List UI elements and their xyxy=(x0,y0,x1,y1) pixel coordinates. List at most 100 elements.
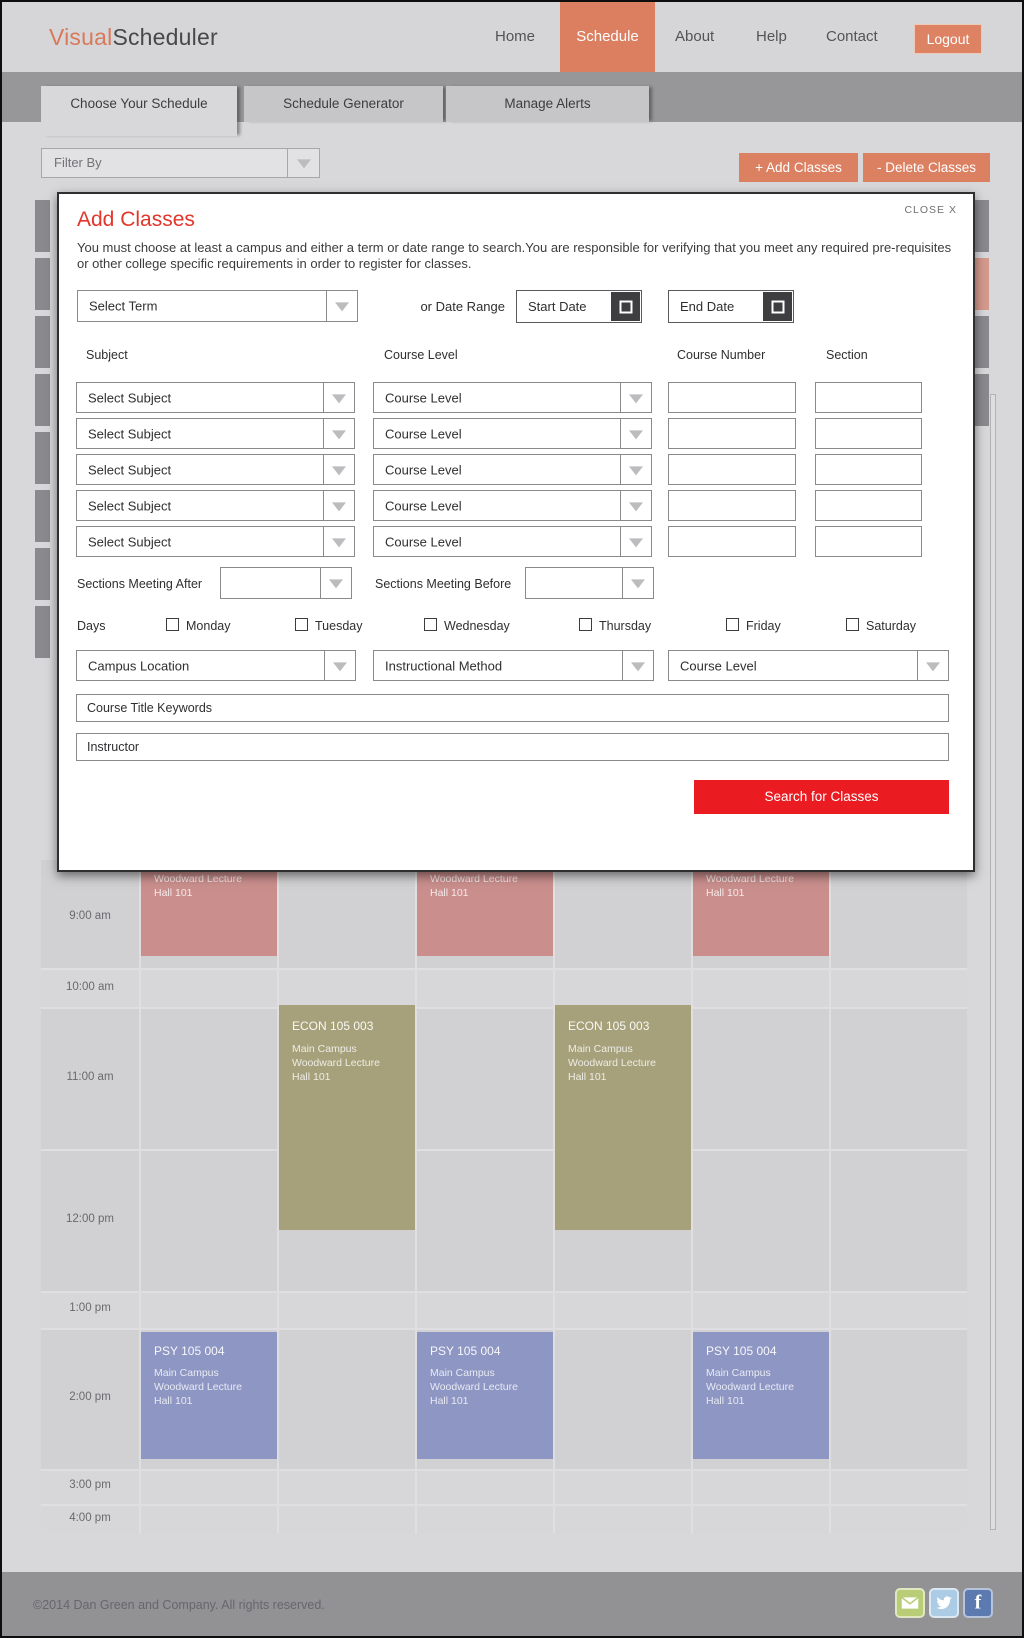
course-number-input-4[interactable] xyxy=(668,490,796,521)
event-title: ECON 105 003 xyxy=(292,1019,374,1033)
close-button[interactable]: CLOSE X xyxy=(904,204,957,216)
course-level-select-5[interactable]: Course Level xyxy=(373,526,652,557)
course-level-select-4[interactable]: Course Level xyxy=(373,490,652,521)
nav-item-help[interactable]: Help xyxy=(756,28,787,45)
background-row-edge-selected xyxy=(975,258,989,310)
checkbox-friday[interactable] xyxy=(726,618,739,631)
nav-item-schedule[interactable]: Schedule xyxy=(560,2,655,72)
course-number-input-1[interactable] xyxy=(668,382,796,413)
event-block-econ-tuesday[interactable]: ECON 105 003 Main Campus Woodward Lectur… xyxy=(279,1005,415,1230)
event-room: Hall 101 xyxy=(706,1395,745,1407)
search-for-classes-button[interactable]: Search for Classes xyxy=(694,780,949,814)
meeting-before-select[interactable] xyxy=(525,567,654,599)
course-level-filter-select[interactable]: Course Level xyxy=(668,650,949,681)
nav-item-home[interactable]: Home xyxy=(495,28,536,45)
course-level-select-1[interactable]: Course Level xyxy=(373,382,652,413)
time-label: 2:00 pm xyxy=(69,1391,111,1403)
logout-button[interactable]: Logout xyxy=(914,24,982,54)
logo-accent: Visual xyxy=(49,24,113,50)
instructional-method-select[interactable]: Instructional Method xyxy=(373,650,654,681)
tab-schedule-generator[interactable]: Schedule Generator xyxy=(244,86,443,122)
event-campus: Main Campus xyxy=(706,1367,771,1379)
subject-select-1[interactable]: Select Subject xyxy=(76,382,355,413)
course-number-input-5[interactable] xyxy=(668,526,796,557)
event-title: PSY 105 004 xyxy=(430,1344,501,1358)
delete-classes-button[interactable]: - Delete Classes xyxy=(863,153,990,182)
column-header-course-number: Course Number xyxy=(677,348,766,362)
subject-select-5[interactable]: Select Subject xyxy=(76,526,355,557)
event-block-econ-thursday[interactable]: ECON 105 003 Main Campus Woodward Lectur… xyxy=(555,1005,691,1230)
background-row-edge xyxy=(35,490,50,542)
course-number-input-3[interactable] xyxy=(668,454,796,485)
days-label: Days xyxy=(77,619,106,633)
grid-line xyxy=(41,1469,967,1471)
grid-line xyxy=(139,860,141,1534)
checkbox-monday[interactable] xyxy=(166,618,179,631)
page-footer: ©2014 Dan Green and Company. All rights … xyxy=(2,1572,1022,1636)
day-label-thursday: Thursday xyxy=(599,619,652,633)
grid-line xyxy=(829,860,831,1534)
page-scrollbar[interactable] xyxy=(990,394,996,1530)
chevron-down-icon xyxy=(917,651,948,680)
event-block-psy-friday[interactable]: PSY 105 004 Main Campus Woodward Lecture… xyxy=(693,1332,829,1459)
course-title-keywords-input[interactable] xyxy=(76,694,949,722)
event-location: Woodward Lecture xyxy=(706,873,794,885)
hour-band xyxy=(41,1471,967,1504)
hour-band xyxy=(41,1293,967,1328)
section-input-2[interactable] xyxy=(815,418,922,449)
chevron-down-icon xyxy=(323,455,354,484)
checkbox-wednesday[interactable] xyxy=(424,618,437,631)
checkbox-tuesday[interactable] xyxy=(295,618,308,631)
add-classes-button[interactable]: + Add Classes xyxy=(739,153,858,182)
event-location: Woodward Lecture xyxy=(430,873,518,885)
tab-choose-your-schedule[interactable]: Choose Your Schedule xyxy=(41,86,237,136)
end-date-field[interactable] xyxy=(668,290,794,323)
time-label: 4:00 pm xyxy=(69,1512,111,1524)
meeting-after-select[interactable] xyxy=(220,567,352,599)
or-date-range-label: or Date Range xyxy=(420,299,505,314)
checkbox-saturday[interactable] xyxy=(846,618,859,631)
course-level-select-3[interactable]: Course Level xyxy=(373,454,652,485)
course-level-select-2[interactable]: Course Level xyxy=(373,418,652,449)
subject-select-4[interactable]: Select Subject xyxy=(76,490,355,521)
filter-by-label: Filter By xyxy=(54,155,102,170)
background-row-edge xyxy=(35,200,50,252)
term-select-value: Select Term xyxy=(89,298,158,314)
grid-line xyxy=(41,1007,967,1009)
start-date-field[interactable] xyxy=(516,290,642,323)
checkbox-thursday[interactable] xyxy=(579,618,592,631)
background-row-edge xyxy=(35,258,50,310)
chevron-down-icon xyxy=(320,568,351,598)
subject-select-3[interactable]: Select Subject xyxy=(76,454,355,485)
day-label-monday: Monday xyxy=(186,619,231,633)
event-block-psy-wednesday[interactable]: PSY 105 004 Main Campus Woodward Lecture… xyxy=(417,1332,553,1459)
subject-select-2[interactable]: Select Subject xyxy=(76,418,355,449)
instructor-input[interactable] xyxy=(76,733,949,761)
start-date-input[interactable] xyxy=(517,291,610,322)
day-label-tuesday: Tuesday xyxy=(315,619,363,633)
tab-manage-alerts[interactable]: Manage Alerts xyxy=(446,86,649,122)
section-input-4[interactable] xyxy=(815,490,922,521)
event-block-psy-monday[interactable]: PSY 105 004 Main Campus Woodward Lecture… xyxy=(141,1332,277,1459)
calendar-picker-button[interactable] xyxy=(611,292,640,321)
facebook-icon[interactable]: f xyxy=(963,1588,993,1618)
day-label-wednesday: Wednesday xyxy=(444,619,510,633)
add-classes-modal: CLOSE X Add Classes You must choose at l… xyxy=(57,192,975,872)
section-input-1[interactable] xyxy=(815,382,922,413)
copyright-text: ©2014 Dan Green and Company. All rights … xyxy=(33,1598,325,1612)
calendar-picker-button[interactable] xyxy=(763,292,792,321)
section-input-5[interactable] xyxy=(815,526,922,557)
section-input-3[interactable] xyxy=(815,454,922,485)
term-select[interactable]: Select Term xyxy=(77,290,358,322)
week-schedule-grid: 9:00 am 10:00 am 11:00 am 12:00 pm 1:00 … xyxy=(41,808,967,1534)
end-date-input[interactable] xyxy=(669,291,762,322)
filter-by-dropdown[interactable]: Filter By xyxy=(41,148,320,178)
nav-item-about[interactable]: About xyxy=(675,28,715,45)
email-icon[interactable] xyxy=(895,1588,925,1618)
nav-item-contact[interactable]: Contact xyxy=(826,28,878,45)
course-number-input-2[interactable] xyxy=(668,418,796,449)
twitter-icon[interactable] xyxy=(929,1588,959,1618)
campus-location-select[interactable]: Campus Location xyxy=(76,650,356,681)
time-label: 10:00 am xyxy=(66,981,114,993)
chevron-down-icon xyxy=(323,527,354,556)
